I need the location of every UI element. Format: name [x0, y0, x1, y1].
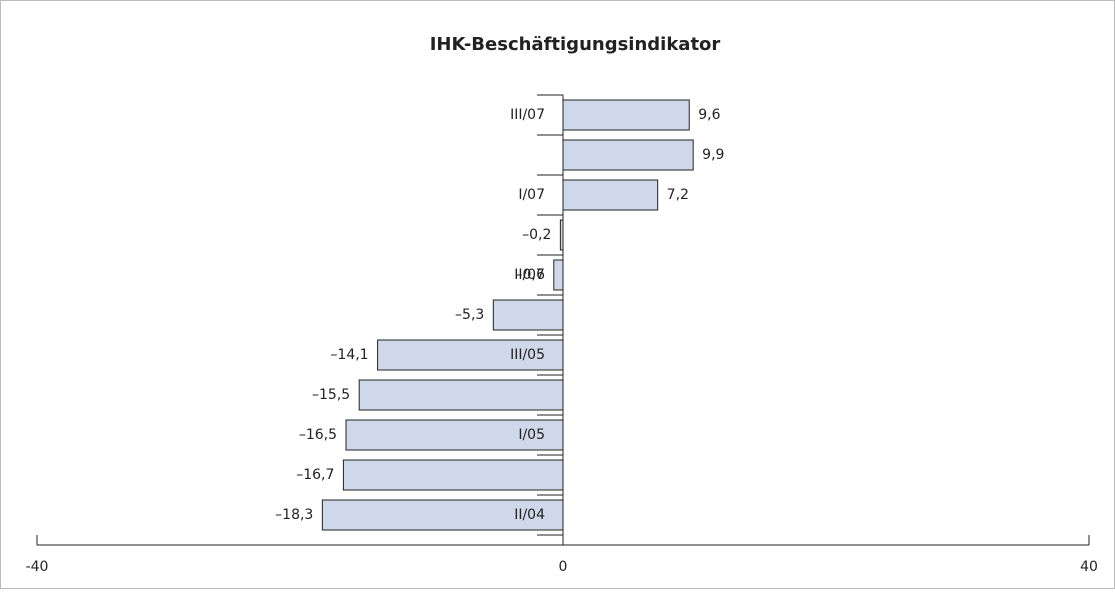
x-tick-label: -40	[26, 559, 49, 575]
bar	[345, 419, 564, 451]
value-label: –18,3	[275, 507, 313, 523]
bar	[562, 99, 690, 131]
bar	[492, 299, 564, 331]
value-label: –14,1	[330, 347, 368, 363]
value-label: –0,7	[516, 267, 545, 283]
bar	[358, 379, 564, 411]
y-tick-label: I/05	[518, 427, 545, 443]
value-label: 9,9	[702, 147, 724, 163]
value-label: –15,5	[312, 387, 350, 403]
bar	[553, 259, 564, 291]
value-label: –5,3	[455, 307, 484, 323]
bar	[377, 339, 564, 371]
value-label: 9,6	[698, 107, 720, 123]
bar	[562, 139, 694, 171]
chart-title: IHK-Beschäftigungsindikator	[430, 34, 721, 55]
y-tick-label: III/05	[510, 347, 545, 363]
y-tick-label: II/04	[514, 507, 545, 523]
value-label: –16,7	[296, 467, 334, 483]
y-tick-label: I/07	[518, 187, 545, 203]
bar	[342, 459, 564, 491]
x-tick-label: 0	[559, 559, 568, 575]
y-tick-label: II/06	[514, 267, 545, 283]
y-tick-label: III/07	[510, 107, 545, 123]
value-label: –16,5	[299, 427, 337, 443]
bar	[562, 179, 659, 211]
value-label: –0,2	[522, 227, 551, 243]
x-tick-label: 40	[1080, 559, 1098, 575]
value-label: 7,2	[667, 187, 689, 203]
bar	[321, 499, 564, 531]
